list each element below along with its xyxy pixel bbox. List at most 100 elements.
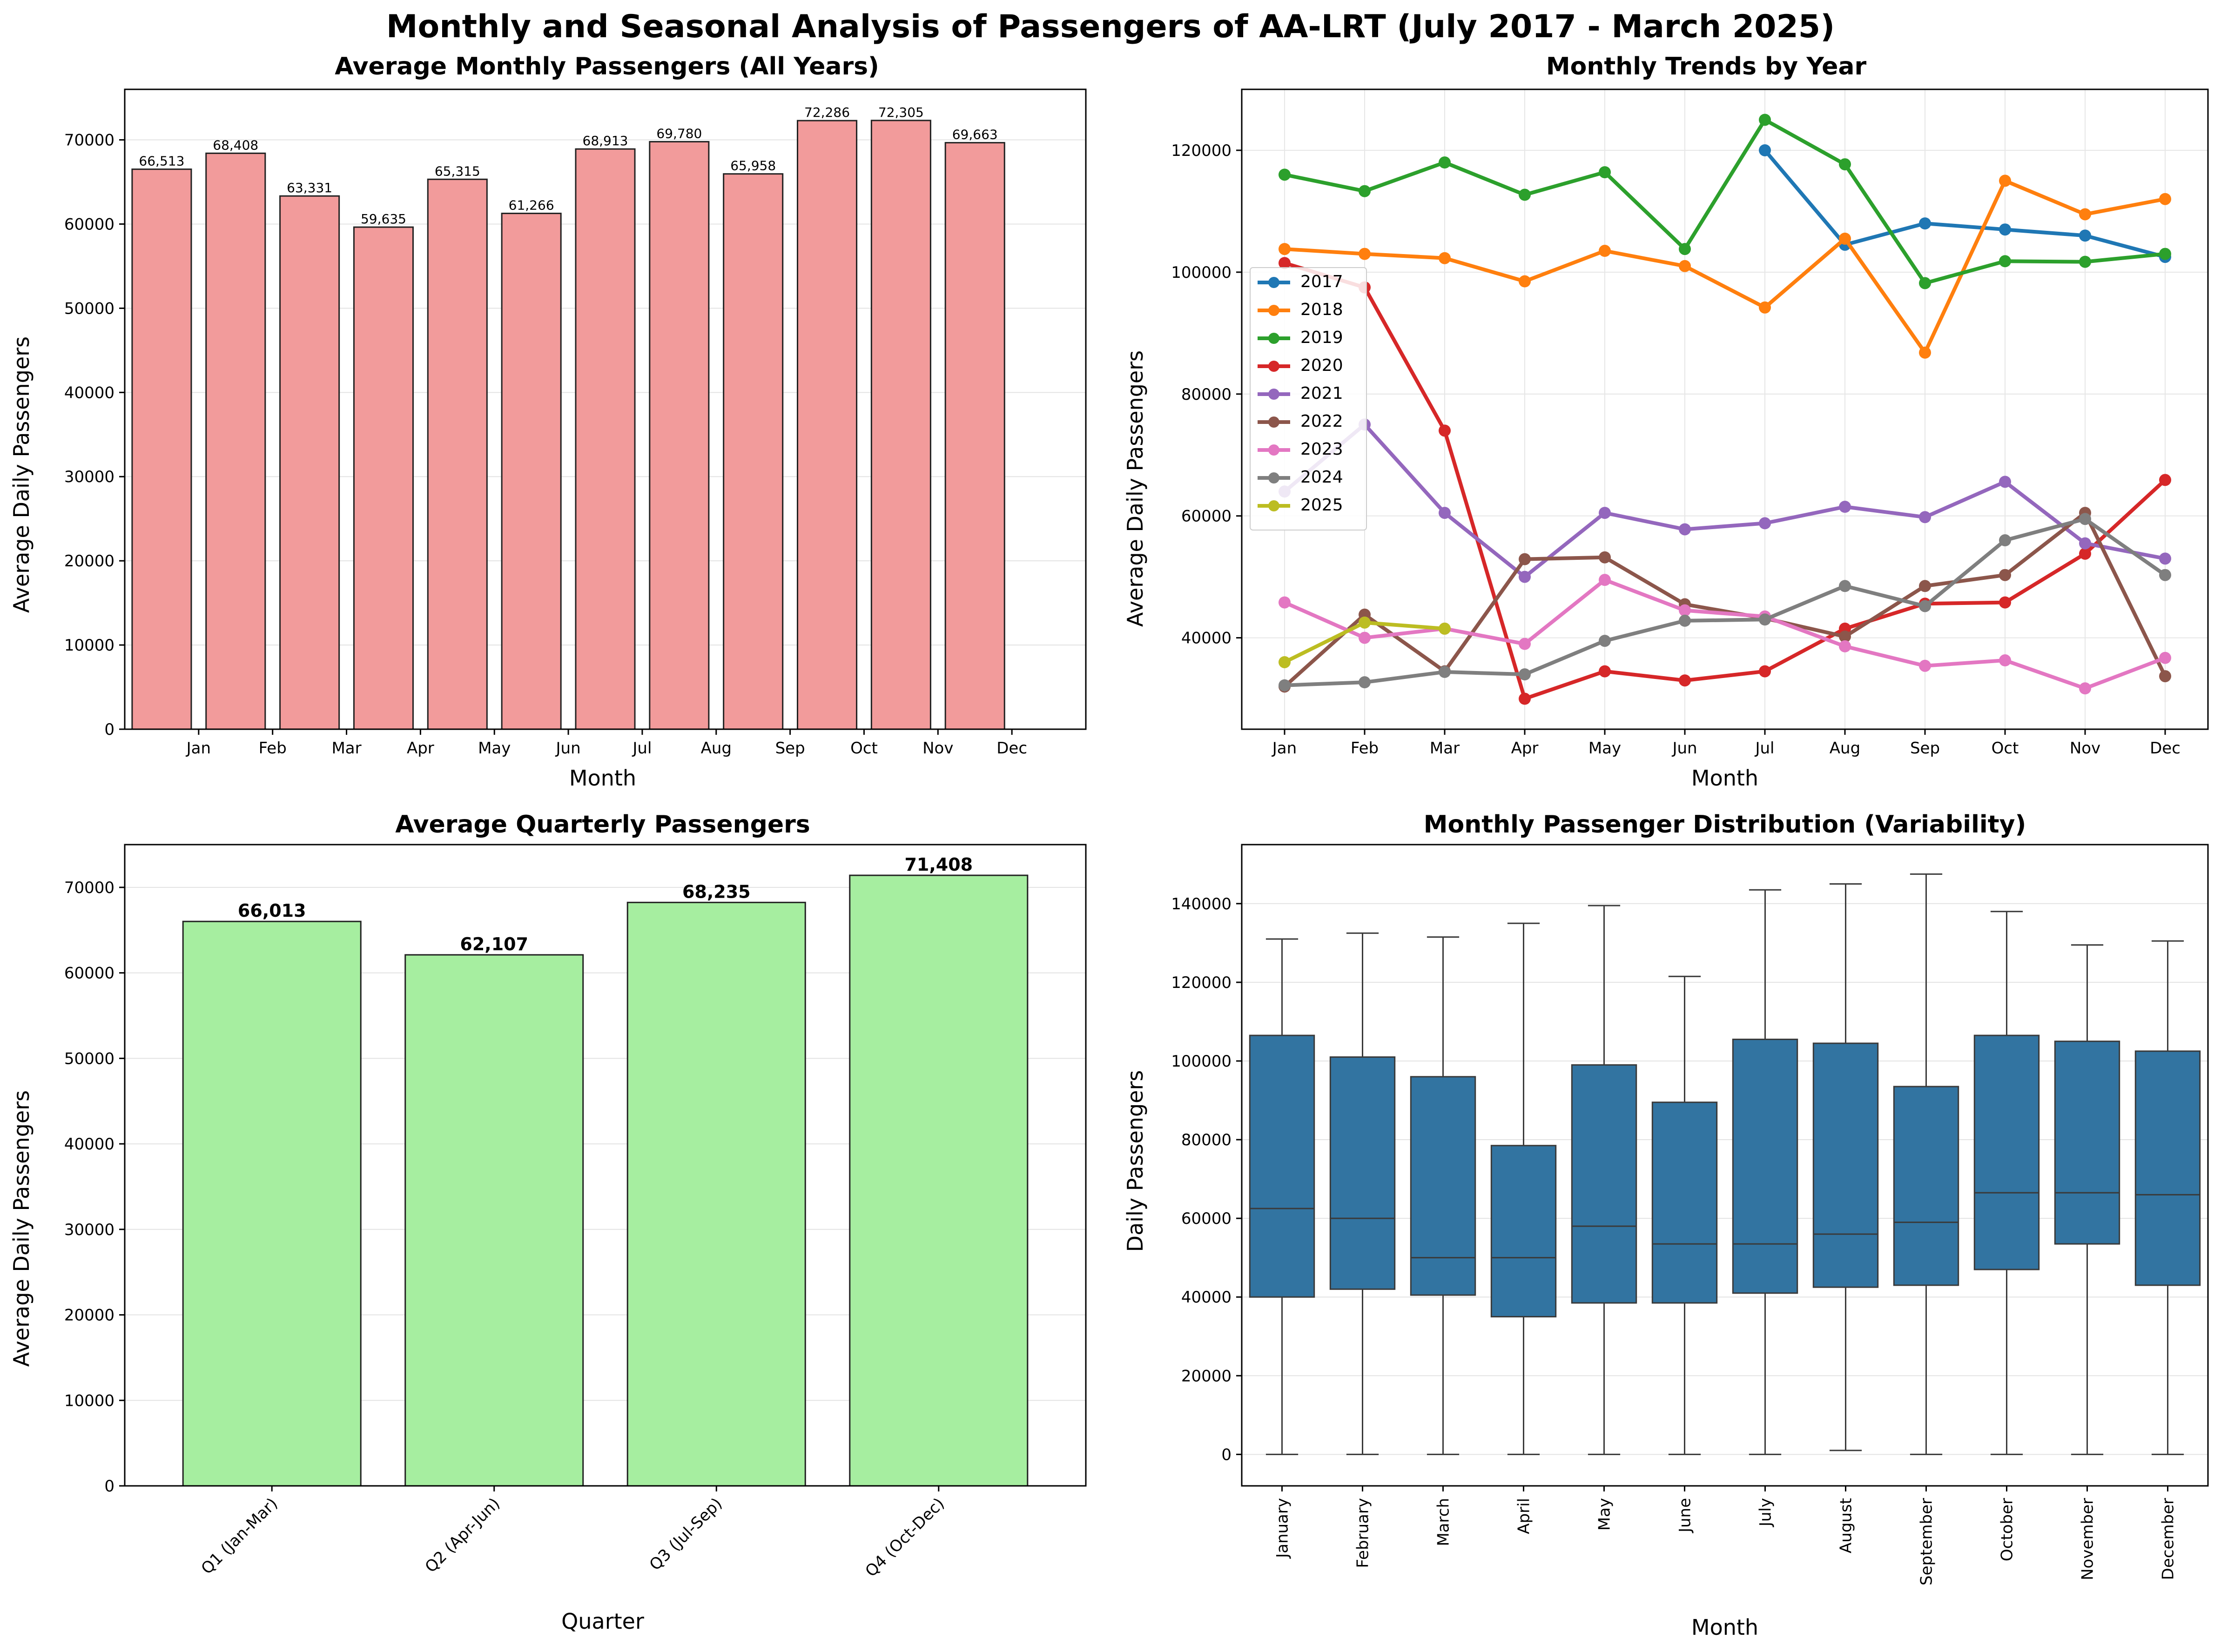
- monthly-bar: [575, 148, 636, 730]
- data-point-2018: [1599, 245, 1611, 257]
- monthly-bar: [797, 120, 858, 730]
- monthly-bar: [501, 213, 562, 730]
- x-axis-label: Month: [1691, 766, 1758, 791]
- data-point-2023: [1599, 574, 1611, 586]
- legend-marker-2025: [1268, 500, 1279, 511]
- x-axis-label: Quarter: [561, 1609, 644, 1634]
- box-iqr: [2054, 1041, 2120, 1245]
- x-tick-label: Aug: [1830, 739, 1860, 758]
- data-point-2023: [1279, 596, 1291, 609]
- bar-value-label: 69,780: [656, 126, 702, 141]
- axes-frame: [124, 844, 1087, 1487]
- legend-label: 2018: [1300, 300, 1343, 319]
- data-point-2023: [1999, 654, 2011, 667]
- y-tick-label: 100000: [1171, 263, 1232, 282]
- data-point-2024: [1919, 600, 1931, 612]
- x-tick-label: Feb: [259, 739, 287, 758]
- data-point-2023: [1919, 659, 1931, 672]
- data-point-2021: [1679, 523, 1691, 536]
- legend-label: 2025: [1300, 496, 1343, 515]
- x-tick-label: Mar: [1430, 739, 1460, 758]
- x-tick-label: Oct: [850, 739, 878, 758]
- data-point-2021: [1839, 501, 1851, 513]
- x-tick-label: July: [1757, 1498, 1775, 1527]
- box-iqr: [1249, 1034, 1315, 1298]
- box-iqr: [1893, 1086, 1959, 1286]
- x-tick-label: Dec: [996, 739, 1027, 758]
- y-tick-label: 70000: [64, 879, 114, 897]
- bar-value-label: 68,235: [682, 881, 751, 902]
- data-point-2018: [1679, 260, 1691, 272]
- data-point-2019: [1439, 156, 1451, 169]
- data-point-2024: [2079, 513, 2091, 525]
- quarterly-bar: [404, 954, 584, 1487]
- x-tick-label: May: [478, 739, 511, 758]
- legend-marker-2020: [1268, 361, 1279, 372]
- bar-value-label: 65,315: [435, 163, 480, 179]
- data-point-2020: [1679, 674, 1691, 687]
- data-point-2022: [1599, 551, 1611, 564]
- y-tick-label: 80000: [1181, 385, 1232, 404]
- bar-value-label: 63,331: [287, 180, 332, 195]
- y-tick-label: 60000: [64, 964, 114, 983]
- y-tick-label: 100000: [1171, 1052, 1232, 1071]
- data-point-2018: [2079, 208, 2091, 221]
- x-axis-label: Month: [1691, 1615, 1758, 1640]
- data-point-2018: [1279, 243, 1291, 255]
- data-point-2023: [1519, 638, 1531, 650]
- x-tick-label: Dec: [2150, 739, 2181, 758]
- monthly-bar: [944, 142, 1005, 730]
- monthly-distribution-boxplot: Monthly Passenger Distribution (Variabil…: [1123, 811, 2209, 1640]
- data-point-2018: [1439, 252, 1451, 264]
- chart-title: Average Quarterly Passengers: [395, 811, 810, 839]
- series-line-2020: [1284, 261, 2167, 701]
- data-point-2017: [1919, 217, 1931, 230]
- series-line-2017: [1763, 149, 2166, 259]
- legend-marker-2019: [1268, 333, 1279, 344]
- monthly-bar: [279, 195, 340, 730]
- box-iqr: [1732, 1038, 1798, 1294]
- series-line-2022: [1283, 511, 2167, 688]
- legend-marker-2023: [1268, 444, 1279, 456]
- x-tick-label: May: [1595, 1498, 1614, 1531]
- bar-value-label: 66,013: [238, 900, 306, 921]
- data-point-2025: [1439, 622, 1451, 635]
- legend-label: 2021: [1300, 384, 1343, 403]
- y-tick-label: 40000: [1181, 629, 1232, 648]
- x-tick-label: February: [1354, 1498, 1373, 1568]
- x-tick-label: Aug: [701, 739, 732, 758]
- y-tick-label: 20000: [1181, 1367, 1232, 1385]
- y-tick-label: 0: [1221, 1445, 1232, 1464]
- data-point-2019: [1279, 168, 1291, 181]
- y-tick-label: 120000: [1171, 141, 1232, 160]
- box-iqr: [2134, 1050, 2201, 1286]
- data-point-2019: [1839, 158, 1851, 171]
- data-point-2024: [1759, 613, 1771, 626]
- y-tick-label: 40000: [64, 1135, 114, 1154]
- data-point-2019: [1999, 255, 2011, 268]
- y-tick-label: 30000: [64, 1221, 114, 1239]
- bar-value-label: 72,305: [878, 105, 924, 120]
- axes-frame: [1241, 88, 2209, 730]
- x-tick-label: March: [1434, 1498, 1453, 1546]
- y-tick-label: 120000: [1171, 974, 1232, 992]
- chart-title: Average Monthly Passengers (All Years): [335, 53, 879, 81]
- y-axis-label: Average Daily Passengers: [9, 1090, 34, 1367]
- y-tick-label: 40000: [1181, 1288, 1232, 1307]
- data-point-2021: [1759, 517, 1771, 530]
- data-point-2024: [1679, 614, 1691, 627]
- legend-box: [1250, 267, 1367, 531]
- data-point-2019: [1599, 166, 1611, 179]
- y-tick-label: 60000: [1181, 1209, 1232, 1228]
- series-line-2023: [1284, 578, 2166, 691]
- quarterly-bar: [849, 874, 1029, 1487]
- legend-label: 2022: [1300, 412, 1343, 431]
- legend-marker-2017: [1268, 277, 1279, 288]
- y-tick-label: 0: [104, 1477, 114, 1496]
- legend-label: 2017: [1300, 272, 1343, 291]
- data-point-2019: [1919, 277, 1931, 289]
- x-tick-label: May: [1588, 739, 1621, 758]
- bar-value-label: 72,286: [804, 105, 850, 120]
- chart-title: Monthly Trends by Year: [1546, 53, 1867, 81]
